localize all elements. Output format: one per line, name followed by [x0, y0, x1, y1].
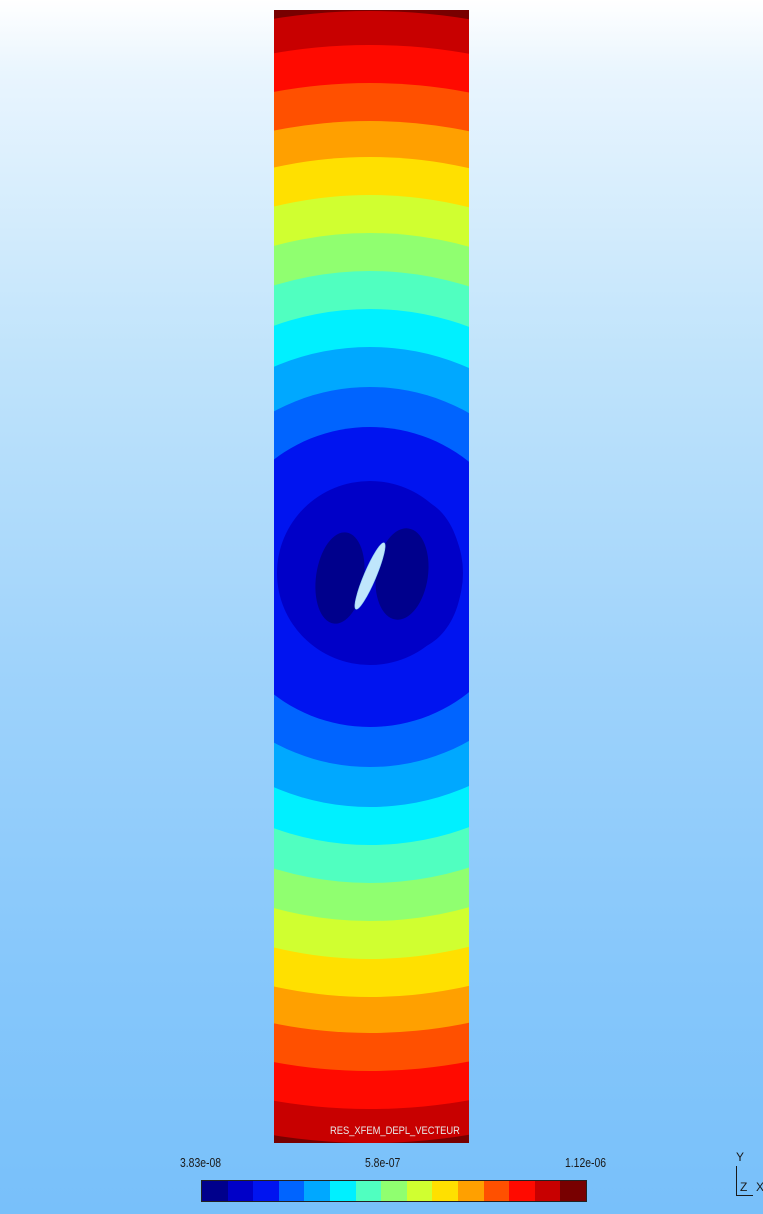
- scalar-bar-swatch: [329, 1181, 356, 1201]
- scalar-bar-mid-label: 5.8e-07: [365, 1155, 401, 1170]
- axis-y-line: [736, 1166, 737, 1195]
- scalar-bar-swatch: [202, 1181, 228, 1201]
- crack-slit: [354, 542, 386, 610]
- scalar-bar-swatch: [483, 1181, 510, 1201]
- scalar-bar-swatch: [406, 1181, 433, 1201]
- scalar-bar-swatch: [534, 1181, 561, 1201]
- scalar-bar-swatch: [457, 1181, 484, 1201]
- scalar-bar-swatch: [509, 1181, 535, 1201]
- scalar-bar-swatch: [381, 1181, 407, 1201]
- field-name-label: RES_XFEM_DEPL_VECTEUR: [330, 1125, 460, 1137]
- scalar-bar-min-label: 3.83e-08: [180, 1155, 222, 1170]
- axis-x-label: X: [756, 1180, 763, 1194]
- scalar-bar-swatch: [253, 1181, 279, 1201]
- orientation-axes: Y Z X: [730, 1150, 763, 1198]
- scalar-bar-swatch: [560, 1181, 586, 1201]
- scalar-bar-swatch: [432, 1181, 458, 1201]
- scalar-bar: [201, 1180, 587, 1202]
- contour-band: [375, 528, 429, 620]
- axis-z-label: Z: [740, 1180, 748, 1194]
- scalar-bar-swatch: [227, 1181, 254, 1201]
- scalar-bar-swatch: [355, 1181, 382, 1201]
- contour-band: [315, 532, 365, 624]
- axis-x-line: [736, 1195, 753, 1196]
- scalar-bar-swatch: [304, 1181, 330, 1201]
- scalar-bar-swatch: [278, 1181, 305, 1201]
- scalar-bar-max-label: 1.12e-06: [565, 1155, 607, 1170]
- axis-y-label: Y: [736, 1150, 745, 1164]
